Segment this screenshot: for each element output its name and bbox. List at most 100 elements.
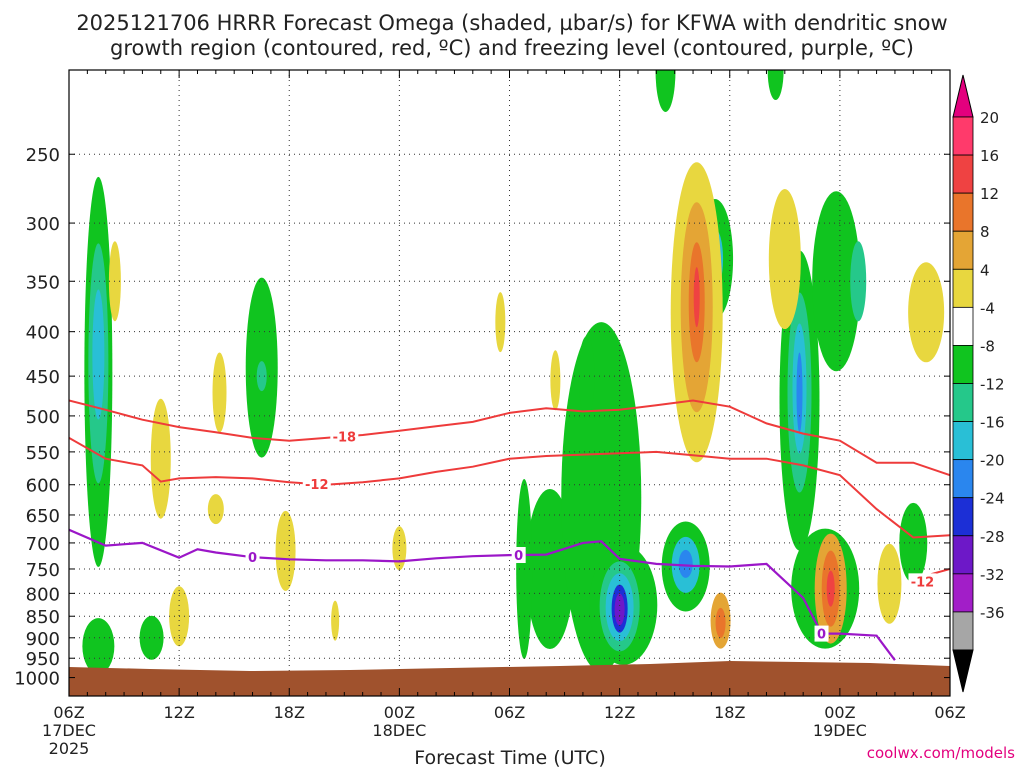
omega-blob [150,398,171,519]
colorbar-label: -32 [980,566,1005,584]
omega-blob [812,191,861,372]
x-tick-label: 06Z [53,703,84,722]
colorbar-swatch [952,459,974,499]
omega-blob [767,70,784,100]
omega-blob [331,600,340,641]
colorbar-label: 20 [980,109,999,127]
colorbar-label: 12 [980,185,999,203]
colorbar-swatch [952,230,974,270]
omega-blob [899,502,928,583]
colorbar-label: -24 [980,490,1005,508]
y-tick-label: 800 [26,584,60,605]
colorbar-swatch [952,154,974,194]
y-tick-label: 500 [26,407,60,428]
colorbar-label: -28 [980,528,1005,546]
y-tick-label: 350 [26,272,60,293]
x-tick-label: 06Z [934,703,965,722]
freezing-label: 0 [514,549,523,564]
colorbar-label: -8 [980,337,995,355]
dgz-contour [69,399,950,477]
gridlines [69,70,950,696]
y-tick-label: 250 [26,145,60,166]
x-tick-label: 12Z [163,703,194,722]
omega-blob [877,543,902,624]
freezing-label-bg [511,547,526,564]
colorbar-swatch [952,192,974,232]
x-tick-label: 18Z [714,703,745,722]
omega-blob [578,336,595,417]
colorbar-label: 4 [980,261,990,279]
colorbar: 20 16 12 8 4 -4 -8 -12 -16 -20 -24 -28 -32 -36 [952,74,1005,693]
dgz-contour [69,437,950,539]
colorbar-swatch [952,116,974,156]
colorbar-label: 16 [980,147,999,165]
colorbar-label: -4 [980,299,995,317]
x-tick-sublabel: 19DEC [813,721,867,740]
omega-blob [693,267,700,328]
y-tick-label: 650 [26,506,60,527]
freezing-level-contour [69,528,896,661]
colorbar-swatch [952,306,974,346]
freezing-label-bg [814,625,829,642]
colorbar-swatch [952,497,974,537]
y-tick-label: 300 [26,214,60,235]
chart-title-line1: 2025121706 HRRR Forecast Omega (shaded, … [76,11,947,35]
x-tick-year: 2025 [49,739,90,758]
omega-blob [796,352,803,433]
dgz-label: -12 [305,478,329,493]
omega-blob [139,615,164,660]
omega-blob [768,189,801,330]
freezing-label-bg [245,549,260,566]
omega-blob [207,494,224,525]
x-tick-label: 06Z [494,703,525,722]
x-tick-sublabel: 17DEC [42,721,96,740]
omega-shading [82,70,945,675]
colorbar-swatch [952,345,974,384]
y-tick-label: 950 [26,649,60,670]
colorbar-label: -20 [980,452,1005,470]
colorbar-label: -12 [980,376,1005,394]
omega-blob [614,593,625,626]
omega-blob [908,262,945,363]
x-axis-label: Forecast Time (UTC) [414,747,605,768]
omega-blob [256,361,267,392]
omega-blob [678,549,693,578]
x-tick-label: 00Z [384,703,415,722]
omega-blob [850,241,867,322]
colorbar-swatch [952,611,974,651]
colorbar-top-arrow [952,74,974,118]
omega-blob [550,350,561,411]
x-tick-label: 12Z [604,703,635,722]
omega-blob [212,352,227,433]
colorbar-swatch [952,383,974,422]
omega-blob [92,289,105,420]
colorbar-swatch [952,573,974,613]
colorbar-bottom-arrow [952,649,974,693]
omega-blob [655,70,676,112]
y-tick-label: 450 [26,367,60,388]
freezing-label: 0 [817,628,826,643]
dgz-label: -12 [911,575,935,590]
x-tick-label: 18Z [274,703,305,722]
omega-blob [715,607,726,638]
y-tick-label: 900 [26,629,60,650]
terrain-surface [69,661,950,696]
colorbar-swatch [952,535,974,575]
x-tick-sublabel: 18DEC [372,721,426,740]
y-tick-label: 700 [26,534,60,555]
colorbar-label: 8 [980,223,990,241]
omega-blob [82,618,115,675]
freezing-label: 0 [248,551,257,566]
y-tick-label: 1000 [14,669,60,690]
contours: -18 -12 -12 0 0 0 [69,399,950,661]
y-tick-label: 400 [26,323,60,344]
y-tick-label: 600 [26,476,60,497]
y-tick-label: 550 [26,443,60,464]
dgz-label-bg [302,476,331,493]
y-axis: 2503003504004505005506006507007508008509… [14,145,950,690]
omega-blob [392,526,407,571]
dgz-label-bg [330,428,359,445]
colorbar-swatch [952,421,974,461]
